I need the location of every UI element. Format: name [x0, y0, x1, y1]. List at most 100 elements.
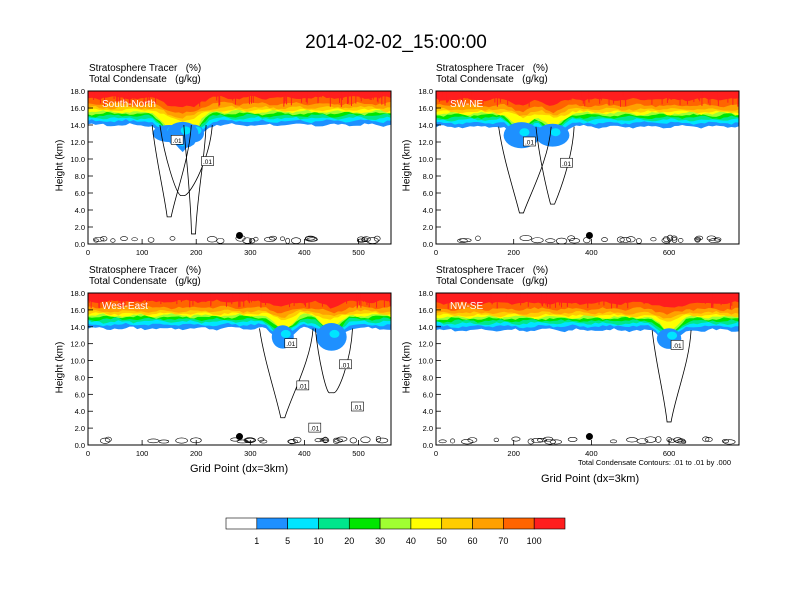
y-tick-label: 6.0: [75, 390, 85, 399]
colorbar-swatch: [287, 517, 319, 530]
condensate-contour: [651, 330, 692, 423]
location-marker: [236, 433, 243, 441]
tracer-patch-inner: [550, 128, 561, 137]
contour-label-text: .01: [286, 341, 295, 348]
x-tick-label: 400: [585, 449, 598, 458]
low-cloud-contour: [131, 237, 138, 242]
low-cloud-contour: [357, 236, 366, 243]
y-tick-label: 10.0: [70, 155, 85, 164]
colorbar-label: 60: [468, 536, 478, 546]
colorbar-swatch: [348, 517, 381, 530]
y-tick-label: 8.0: [75, 172, 85, 181]
low-cloud-contour: [120, 236, 128, 241]
y-tick-label: 0.0: [75, 240, 85, 249]
panel-name-label: South-North: [102, 99, 156, 110]
panel-2-label-tracer: Stratosphere Tracer (%): [436, 63, 549, 74]
low-cloud-contour: [619, 237, 632, 243]
low-cloud-contour: [361, 237, 369, 242]
colorbar-label: 5: [285, 536, 290, 546]
low-cloud-contour: [626, 437, 638, 443]
colorbar-swatch: [379, 517, 412, 530]
tracer-patch-inner: [667, 331, 678, 340]
y-tick-label: 8.0: [423, 172, 433, 181]
y-tick-label: 18.0: [70, 289, 85, 298]
low-cloud-contour: [459, 238, 472, 243]
low-cloud-contour: [694, 237, 701, 242]
location-marker: [585, 232, 593, 239]
y-tick-label: 16.0: [418, 104, 433, 113]
plot-area: .01: [436, 293, 739, 445]
colorbar-label: 70: [498, 536, 508, 546]
contour-label-text: .01: [341, 362, 350, 369]
y-tick-label: 12.0: [418, 340, 433, 349]
panel-2-label-condensate: Total Condensate (g/kg): [436, 74, 548, 85]
low-cloud-contour: [493, 437, 499, 443]
panel-4-label-tracer: Stratosphere Tracer (%): [436, 265, 549, 276]
low-cloud-contour: [175, 437, 188, 444]
x-tick-label: 100: [136, 449, 149, 458]
low-cloud-contour: [702, 436, 710, 442]
colorbar-swatch: [533, 517, 566, 530]
x-tick-label: 200: [190, 449, 203, 458]
contour-label: .01: [523, 136, 536, 147]
panel-1-label-condensate: Total Condensate (g/kg): [89, 74, 201, 85]
low-cloud-contour: [721, 439, 729, 444]
low-cloud-contour: [279, 236, 286, 241]
y-tick-label: 2.0: [75, 223, 85, 232]
y-tick-label: 8.0: [75, 373, 85, 382]
low-cloud-contour: [601, 237, 608, 242]
y-tick-label: 6.0: [423, 189, 433, 198]
low-cloud-contour: [257, 437, 265, 442]
tracer-band-10: [88, 293, 391, 309]
low-cloud-contour: [292, 436, 302, 443]
x-tick-label: 200: [190, 248, 203, 257]
x-tick-label: 400: [585, 248, 598, 257]
panel-3-label-tracer: Stratosphere Tracer (%): [89, 265, 202, 276]
low-cloud-contour: [655, 436, 662, 443]
contour-label: .01: [284, 338, 298, 348]
low-cloud-contour: [549, 439, 562, 445]
y-tick-label: 12.0: [70, 340, 85, 349]
low-cloud-contour: [93, 238, 99, 243]
panel-name-label: NW-SE: [450, 301, 483, 312]
colorbar-swatch: [410, 517, 443, 530]
low-cloud-contour: [706, 235, 717, 241]
colorbar-swatch: [318, 517, 350, 530]
low-cloud-contour: [349, 437, 358, 444]
low-cloud-contour: [104, 436, 112, 443]
y-tick-label: 14.0: [70, 323, 85, 332]
contour-label-text: .01: [203, 159, 212, 166]
y-tick-label: 4.0: [75, 206, 85, 215]
y-tick-label: 18.0: [418, 289, 433, 298]
contour-label-text: .01: [525, 140, 534, 147]
low-cloud-contour: [681, 439, 687, 444]
low-cloud-contour: [259, 439, 268, 444]
low-cloud-contour: [567, 235, 576, 241]
y-tick-label: 12.0: [70, 138, 85, 147]
low-cloud-contour: [360, 436, 371, 443]
low-cloud-contour: [616, 236, 625, 243]
low-cloud-contour: [288, 439, 296, 445]
contour-label: .01: [560, 157, 573, 168]
panel-1: .01 .01 South-North 0.0 2.0 4.0 6.0 8.0 10.0 12.0…: [70, 87, 392, 257]
contour-label: .01: [296, 380, 310, 390]
low-cloud-contour: [304, 236, 318, 242]
low-cloud-contour: [644, 436, 657, 443]
x-tick-label: 500: [352, 248, 365, 257]
x-tick-label: 200: [507, 248, 520, 257]
contour-label-box: [523, 136, 536, 147]
tracer-patch-inner: [180, 126, 191, 135]
low-cloud-contour: [93, 236, 105, 242]
contour-label-box: [670, 340, 684, 350]
contour-label-box: [339, 359, 352, 370]
x-tick-label: 100: [136, 248, 149, 257]
x-tick-label: 500: [352, 449, 365, 458]
low-cloud-contour: [356, 238, 366, 243]
low-cloud-contour: [268, 235, 278, 241]
contour-label: .01: [339, 359, 352, 370]
low-cloud-contour: [147, 438, 160, 444]
colorbar-label: 50: [437, 536, 447, 546]
tracer-patch-inner: [280, 329, 291, 338]
low-cloud-contour: [650, 237, 657, 242]
